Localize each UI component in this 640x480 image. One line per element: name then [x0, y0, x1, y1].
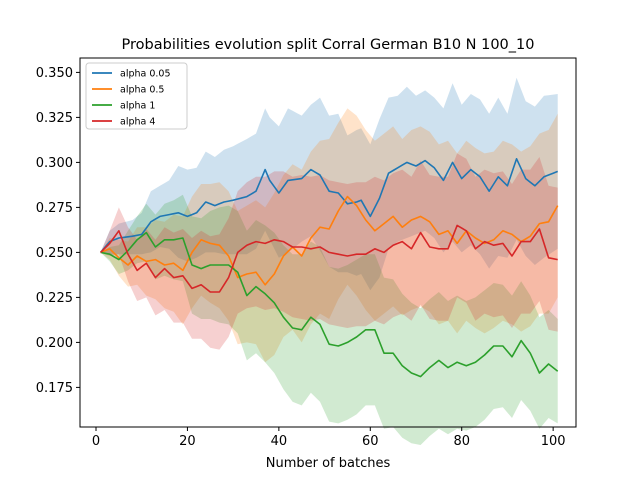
chart-title: Probabilities evolution split Corral Ger… — [122, 37, 535, 53]
line-series-2 — [100, 195, 559, 286]
y-tick-label: 0.250 — [36, 246, 73, 261]
y-tick-label: 0.350 — [36, 66, 73, 81]
y-tick-label: 0.200 — [36, 336, 73, 351]
legend-entry: alpha 1 — [120, 101, 155, 112]
x-tick-label: 80 — [453, 434, 470, 449]
y-tick-label: 0.300 — [36, 156, 73, 171]
plot-frame — [79, 57, 577, 428]
series-lines — [99, 158, 559, 378]
band-series-3 — [100, 194, 558, 445]
line-series-4 — [100, 224, 558, 293]
x-tick-label: 40 — [271, 434, 288, 449]
legend-entry: alpha 0.05 — [120, 69, 171, 80]
line-series-3 — [100, 231, 559, 378]
confidence-bands — [100, 77, 558, 445]
x-tick-label: 20 — [179, 434, 196, 449]
band-series-2 — [100, 108, 558, 363]
band-series-1 — [100, 77, 558, 291]
x-axis: 0 20 40 60 80 100 — [92, 427, 566, 449]
x-tick-label: 100 — [541, 434, 566, 449]
legend-box — [85, 62, 188, 130]
x-tick-label: 0 — [92, 434, 100, 449]
legend: alpha 0.05 alpha 0.5 alpha 1 alpha 4 — [85, 62, 188, 130]
x-axis-label: Number of batches — [266, 456, 391, 471]
y-axis: 0.175 0.200 0.225 0.250 0.275 0.300 0.325 0.350 — [36, 66, 80, 396]
x-tick-label: 60 — [362, 434, 379, 449]
line-series-1 — [99, 158, 559, 253]
y-tick-label: 0.225 — [36, 291, 73, 306]
legend-entry: alpha 4 — [120, 117, 155, 128]
y-tick-label: 0.175 — [36, 381, 73, 396]
y-tick-label: 0.275 — [36, 201, 73, 216]
y-tick-label: 0.325 — [36, 111, 73, 126]
legend-entry: alpha 0.5 — [120, 85, 164, 96]
